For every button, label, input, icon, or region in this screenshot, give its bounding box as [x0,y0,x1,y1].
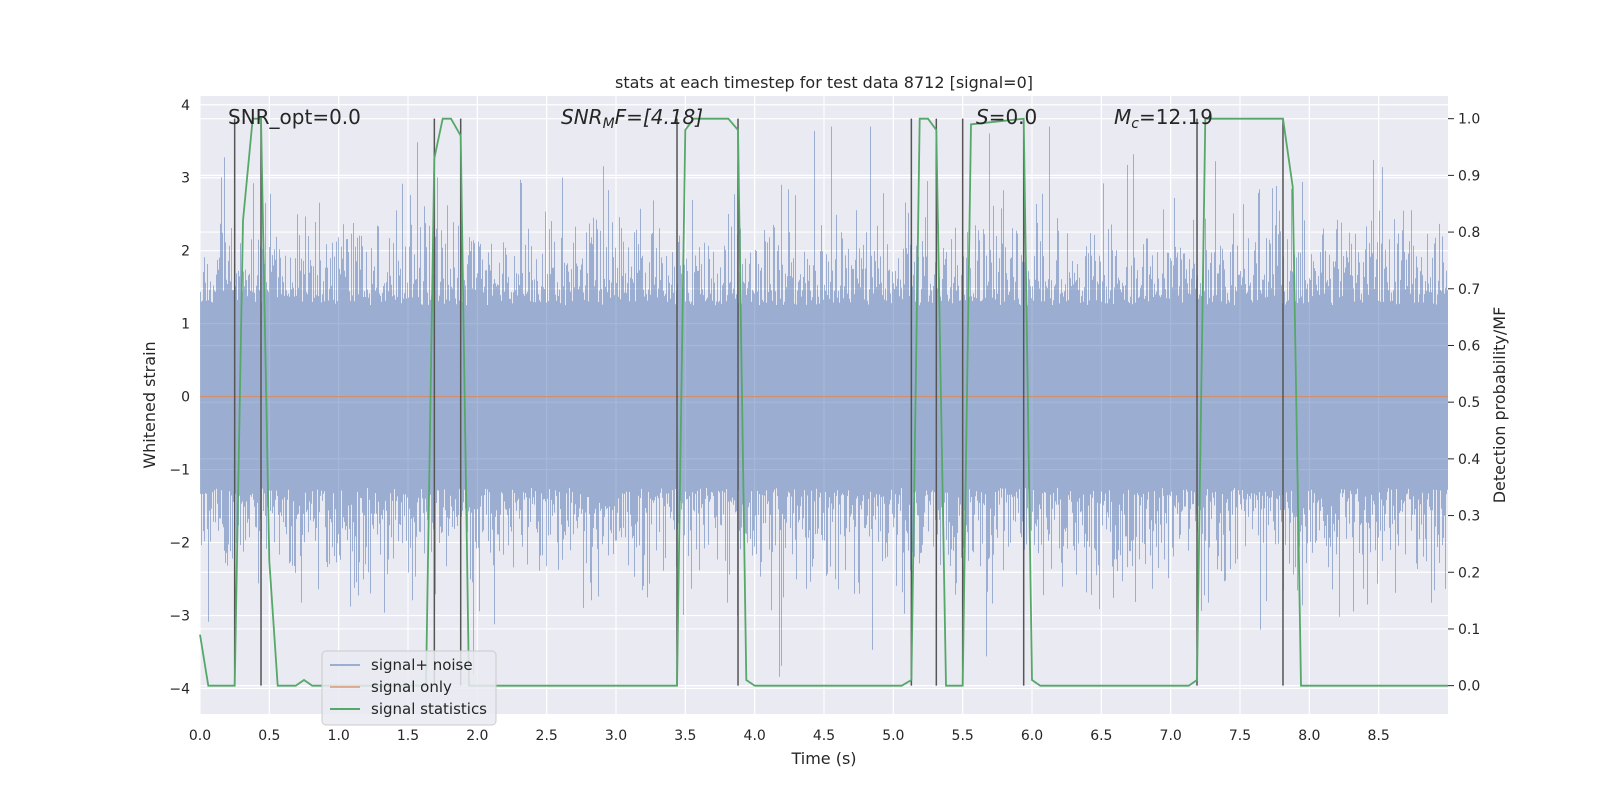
series-signal-noise [200,126,1448,677]
x-tick-label: 8.0 [1298,728,1320,744]
y-tick-label: −4 [169,681,190,697]
annotation-mc-var: M [1114,105,1131,129]
y2-tick-label: 0.7 [1458,282,1480,298]
y2-tick-label: 1.0 [1458,112,1480,128]
x-tick-label: 6.5 [1090,728,1112,744]
x-tick-label: 4.0 [744,728,766,744]
legend-label-signal-only: signal only [371,678,452,696]
legend: signal+ noise signal only signal statist… [321,650,497,726]
y2-tick-label: 0.6 [1458,338,1480,354]
x-tick-label: 0.0 [189,728,211,744]
y-tick-label: −3 [169,608,190,624]
y-tick-label: 3 [181,171,190,187]
y-tick-label: 4 [181,98,190,114]
y2-tick-label: 0.2 [1458,565,1480,581]
x-tick-label: 2.5 [536,728,558,744]
y-tick-label: −2 [169,536,190,552]
y-tick-label: 2 [181,244,190,260]
annotation-snr-mf-value: F=[4.18] [615,105,703,129]
y2-tick-label: 0.5 [1458,395,1480,411]
x-tick-label: 5.5 [952,728,974,744]
x-tick-label: 3.5 [674,728,696,744]
series-signal-statistics [199,117,1448,687]
ticks: 0.0 0.5 1.0 1.5 2.0 2.5 3.0 3.5 4.0 4.5 5.0 5.5 6.0 6… [169,98,1480,744]
annotation-mc-sub: c [1131,116,1139,132]
annotation-mc: Mc=12.19 [1114,105,1213,132]
y2-tick-label: 0.8 [1458,225,1480,241]
y2-tick-label: 0.0 [1458,679,1480,695]
y-tick-label: 0 [181,390,190,406]
x-tick-label: 7.0 [1160,728,1182,744]
x-tick-label: 6.0 [1021,728,1043,744]
annotation-snr-opt: SNR_opt=0.0 [228,105,361,129]
x-tick-label: 2.0 [466,728,488,744]
y2-tick-label: 0.9 [1458,168,1480,184]
y-axis-label: Whitened strain [140,341,159,468]
x-tick-label: 5.0 [882,728,904,744]
line-series [199,117,1448,687]
legend-label-signal-statistics: signal statistics [371,700,487,718]
annotation-s: S=0.0 [976,105,1037,129]
y2-tick-label: 0.3 [1458,509,1480,525]
x-tick-label: 1.5 [397,728,419,744]
x-axis-label: Time (s) [790,749,856,768]
annotation-snr-mf: SNRMF=[4.18] [561,105,703,132]
y-tick-label: −1 [169,463,190,479]
annotation-snr-mf-var: SNR [561,105,603,129]
x-tick-label: 3.0 [605,728,627,744]
annotation-mc-value: =12.19 [1139,105,1213,129]
chart-title: stats at each timestep for test data 871… [615,73,1033,92]
x-tick-label: 4.5 [813,728,835,744]
x-tick-label: 8.5 [1368,728,1390,744]
y2-tick-label: 0.1 [1458,622,1480,638]
noise-series [200,126,1448,677]
legend-label-signal-noise: signal+ noise [371,656,473,674]
annotation-s-var: S [976,105,989,129]
x-tick-label: 0.5 [258,728,280,744]
annotation-snr-mf-sub: M [603,116,615,132]
x-tick-label: 1.0 [328,728,350,744]
y2-axis-label: Detection probability/MF [1490,307,1509,504]
legend-box [321,650,497,726]
x-tick-label: 7.5 [1229,728,1251,744]
annotation-s-value: =0.0 [989,105,1038,129]
y-tick-label: 1 [181,317,190,333]
y2-tick-label: 0.4 [1458,452,1480,468]
